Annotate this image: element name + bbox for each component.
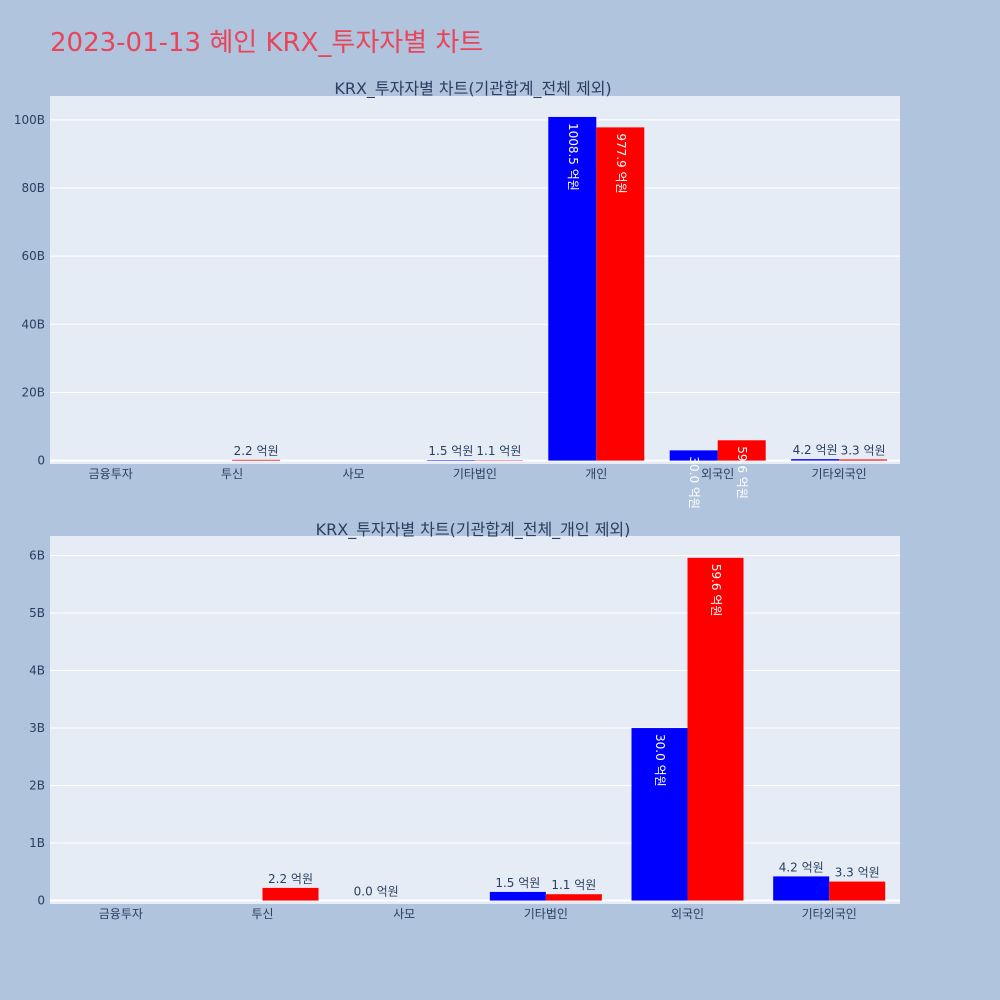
bar bbox=[548, 116, 597, 461]
y-tick-label: 1B bbox=[29, 836, 45, 850]
plot-area bbox=[50, 96, 900, 464]
data-label: 0.0 억원 bbox=[354, 885, 399, 899]
data-label: 59.6 억원 bbox=[709, 564, 723, 617]
y-tick-label: 60B bbox=[21, 249, 45, 263]
y-tick-label: 3B bbox=[29, 721, 45, 735]
bar bbox=[717, 440, 766, 461]
bar bbox=[426, 460, 475, 461]
bar bbox=[687, 557, 744, 901]
bar bbox=[829, 881, 886, 901]
bar bbox=[262, 887, 319, 901]
y-tick-label: 100B bbox=[14, 113, 45, 127]
data-label: 1.1 억원 bbox=[551, 878, 596, 892]
x-tick-label: 투신 bbox=[251, 907, 273, 921]
x-tick-label: 금융투자 bbox=[89, 467, 133, 481]
data-label: 2.2 억원 bbox=[268, 872, 313, 886]
x-tick-label: 외국인 bbox=[701, 467, 734, 481]
x-tick-label: 개인 bbox=[585, 467, 607, 481]
x-tick-label: 기타외국인 bbox=[802, 907, 857, 921]
y-tick-label: 40B bbox=[21, 317, 45, 331]
y-tick-label: 5B bbox=[29, 606, 45, 620]
data-label: 4.2 억원 bbox=[779, 860, 824, 874]
bar bbox=[545, 894, 602, 901]
y-tick-label: 6B bbox=[29, 549, 45, 563]
bar bbox=[773, 876, 830, 901]
x-tick-label: 기타법인 bbox=[524, 907, 568, 921]
x-tick-label: 기타외국인 bbox=[811, 467, 866, 481]
data-label: 30.0 억원 bbox=[653, 734, 667, 787]
x-tick-label: 외국인 bbox=[671, 907, 704, 921]
x-tick-label: 금융투자 bbox=[99, 907, 143, 921]
y-tick-label: 20B bbox=[21, 385, 45, 399]
bar bbox=[596, 127, 645, 461]
y-tick-label: 4B bbox=[29, 664, 45, 678]
data-label: 977.9 억원 bbox=[614, 133, 628, 193]
data-label: 4.2 억원 bbox=[793, 443, 838, 457]
data-label: 1.1 억원 bbox=[476, 444, 521, 458]
data-label: 59.6 억원 bbox=[735, 446, 749, 499]
bar bbox=[489, 891, 546, 901]
data-label: 1.5 억원 bbox=[495, 876, 540, 890]
plot-area bbox=[50, 536, 900, 904]
y-tick-label: 80B bbox=[21, 181, 45, 195]
bar bbox=[669, 450, 718, 461]
bar bbox=[791, 459, 840, 461]
y-tick-label: 0 bbox=[37, 894, 45, 908]
data-label: 3.3 억원 bbox=[835, 866, 880, 880]
bar bbox=[839, 459, 888, 461]
x-tick-label: 사모 bbox=[342, 467, 364, 481]
y-tick-label: 2B bbox=[29, 779, 45, 793]
chart-title: KRX_투자자별 차트(기관합계_전체 제외) bbox=[334, 79, 611, 99]
data-label: 1008.5 억원 bbox=[566, 123, 580, 191]
bar bbox=[232, 459, 281, 461]
chart-2: 0 1B 2B 3B 4B 5B 6B KRX_투자자별 차트(기관합계_전체_개인 제외) 금… bbox=[29, 520, 900, 921]
x-tick-label: 기타법인 bbox=[453, 467, 497, 481]
data-label: 1.5 억원 bbox=[428, 444, 473, 458]
bar bbox=[631, 728, 688, 901]
chart-1: 0 20B 40B 60B 80B 100B KRX_투자자별 차트(기관합계_전체 제외)… bbox=[14, 79, 900, 509]
y-tick-label: 0 bbox=[37, 454, 45, 468]
data-label: 2.2 억원 bbox=[234, 444, 279, 458]
page-title: 2023-01-13 혜인 KRX_투자자별 차트 bbox=[50, 28, 484, 58]
data-label: 30.0 억원 bbox=[687, 456, 701, 509]
chart-title: KRX_투자자별 차트(기관합계_전체_개인 제외) bbox=[316, 520, 631, 540]
x-tick-label: 사모 bbox=[393, 907, 415, 921]
x-tick-label: 투신 bbox=[221, 467, 243, 481]
data-label: 3.3 억원 bbox=[841, 443, 886, 457]
